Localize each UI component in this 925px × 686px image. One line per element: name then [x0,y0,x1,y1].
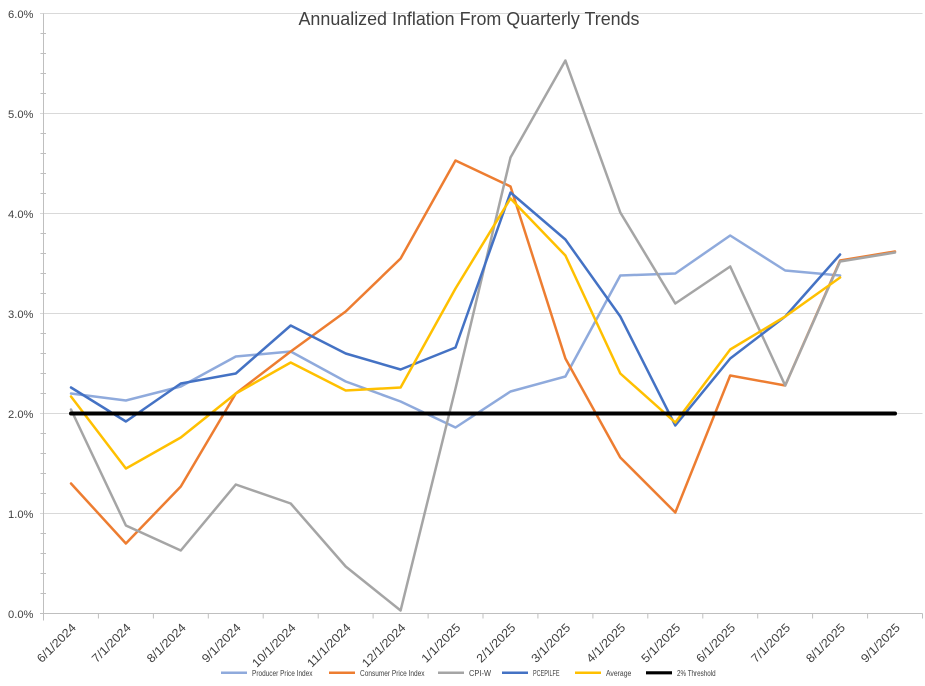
svg-text:Average: Average [606,669,631,678]
svg-text:6.0%: 6.0% [8,9,34,21]
svg-text:Consumer Price Index: Consumer Price Index [360,669,425,678]
svg-text:5.0%: 5.0% [8,109,34,121]
svg-text:2.0%: 2.0% [8,409,34,421]
svg-text:Annualized Inflation From Quar: Annualized Inflation From Quarterly Tren… [299,9,640,29]
svg-text:2% Threshold: 2% Threshold [677,669,716,678]
svg-text:PCEPILFE: PCEPILFE [533,669,560,678]
svg-text:0.0%: 0.0% [8,609,34,621]
svg-text:Producer Price Index: Producer Price Index [252,669,313,678]
svg-text:4.0%: 4.0% [8,209,34,221]
svg-text:1.0%: 1.0% [8,509,34,521]
svg-text:3.0%: 3.0% [8,309,34,321]
svg-text:CPI-W: CPI-W [469,669,492,678]
